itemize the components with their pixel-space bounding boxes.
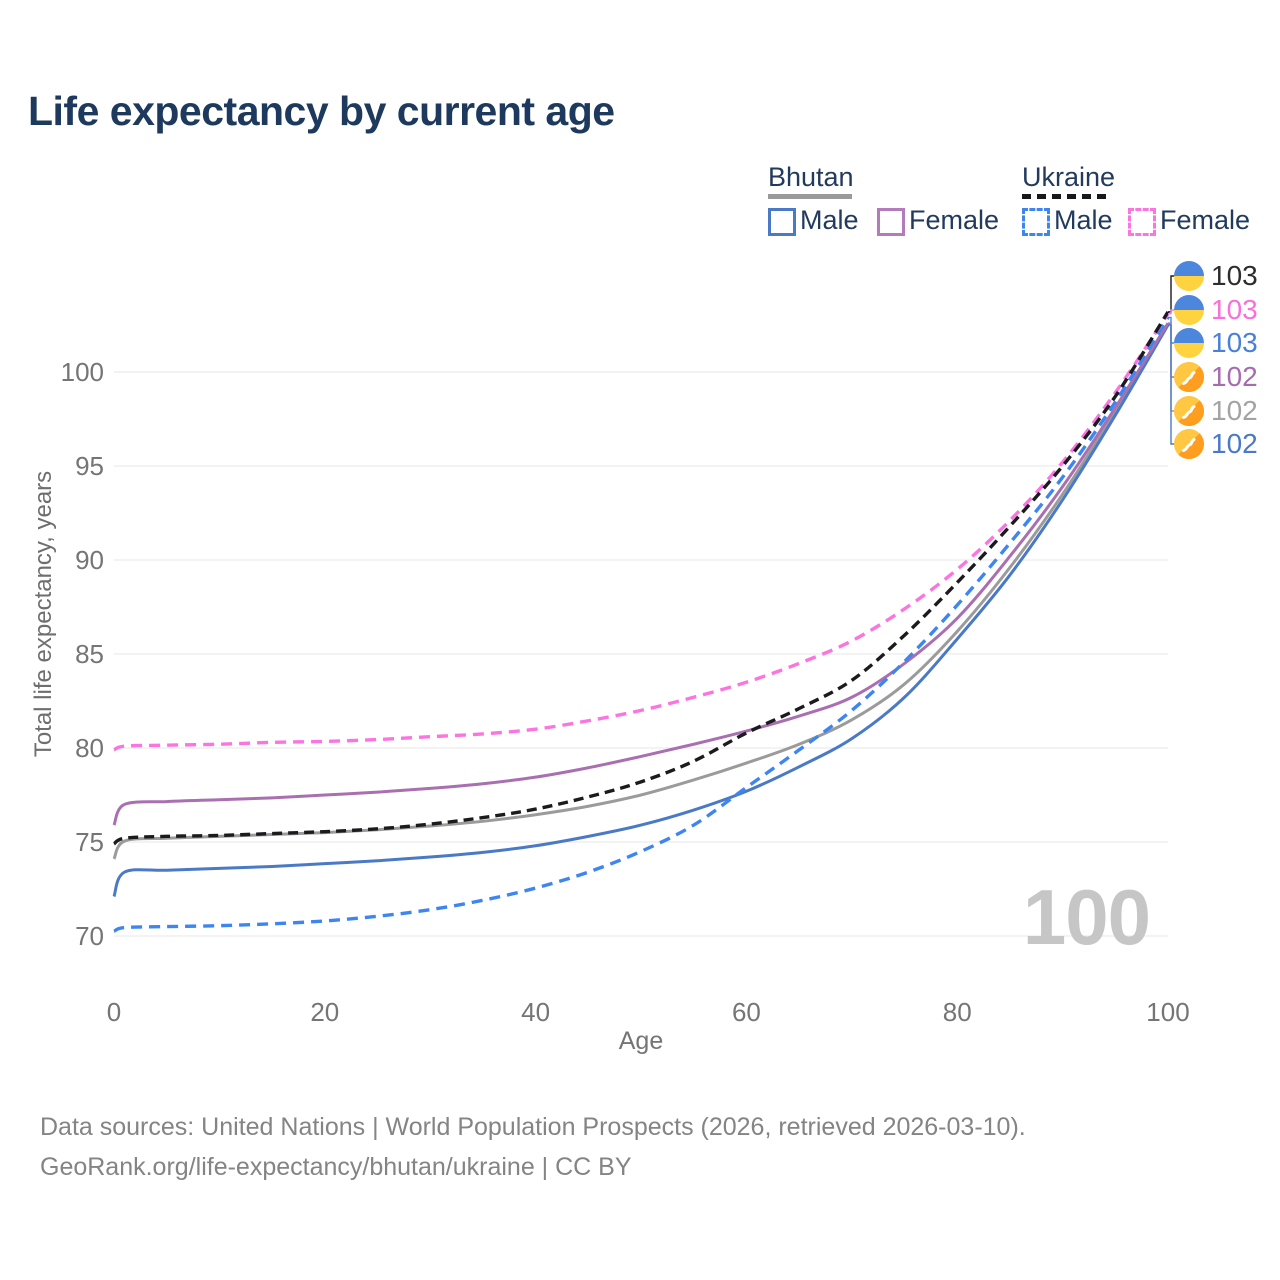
legend-label-ukraine-female[interactable]: Female	[1160, 205, 1251, 235]
legend-swatch-bhutan-male[interactable]	[768, 208, 796, 236]
leader-ukraine-female	[1168, 309, 1176, 315]
x-tick-label: 60	[732, 997, 761, 1027]
y-tick-label: 95	[75, 451, 104, 481]
x-axis-title: Age	[619, 1027, 663, 1055]
footer: Data sources: United Nations | World Pop…	[40, 1108, 1026, 1187]
legend-swatch-bhutan-female[interactable]	[877, 208, 905, 236]
end-label-bhutan-female: 102	[1174, 362, 1258, 392]
end-label-bhutan-total: 102	[1174, 396, 1258, 426]
y-axis-title: Total life expectancy, years	[30, 470, 57, 758]
line-ukraine-female	[113, 312, 1170, 752]
legend-swatch-ukraine-male[interactable]	[1022, 208, 1050, 236]
end-value-ukraine-female: 103	[1211, 294, 1258, 325]
legend-label-bhutan-female[interactable]: Female	[909, 205, 1000, 235]
legend-group-ukraine[interactable]: Ukraine	[1022, 162, 1116, 192]
legend-swatch-ukraine-female[interactable]	[1128, 208, 1156, 236]
legend-bhutan-line-swatch	[768, 194, 852, 199]
end-label-ukraine-total: 103	[1174, 261, 1258, 291]
end-label-ukraine-female: 103	[1174, 295, 1258, 325]
x-tick-label: 100	[1146, 997, 1189, 1027]
end-label-bhutan-male: 102	[1174, 429, 1258, 459]
leader-ukraine-total	[1168, 275, 1176, 313]
flag-bhutan-icon	[1174, 396, 1204, 426]
x-tick-label: 80	[943, 997, 972, 1027]
x-tick-label: 20	[310, 997, 339, 1027]
y-tick-label: 70	[75, 921, 104, 951]
legend-group-bhutan[interactable]: Bhutan	[768, 162, 854, 192]
y-tick-label: 80	[75, 733, 104, 763]
x-tick-label: 40	[521, 997, 550, 1027]
age-counter-watermark: 100	[1022, 873, 1151, 961]
footer-attribution: GeoRank.org/life-expectancy/bhutan/ukrai…	[40, 1152, 632, 1181]
leader-bhutan-male	[1168, 324, 1176, 445]
end-value-bhutan-male: 102	[1211, 428, 1258, 459]
flag-ukraine-icon	[1174, 295, 1204, 325]
y-tick-label: 90	[75, 545, 104, 575]
x-tick-label: 0	[107, 997, 121, 1027]
flag-bhutan-icon	[1174, 362, 1204, 392]
legend-label-bhutan-male[interactable]: Male	[800, 205, 859, 235]
y-tick-label: 85	[75, 639, 104, 669]
y-tick-label: 100	[61, 357, 104, 387]
end-value-bhutan-female: 102	[1211, 361, 1258, 392]
end-value-ukraine-male: 103	[1211, 327, 1258, 358]
flag-bhutan-icon	[1174, 429, 1204, 459]
legend-ukraine-line-swatch	[1022, 194, 1110, 199]
line-bhutan-male	[112, 324, 1170, 898]
page-title: Life expectancy by current age	[28, 88, 615, 134]
line-ukraine-total	[112, 310, 1170, 846]
end-value-bhutan-total: 102	[1211, 395, 1258, 426]
y-tick-label: 75	[75, 827, 104, 857]
footer-data-sources: Data sources: United Nations | World Pop…	[40, 1113, 1026, 1141]
end-label-ukraine-male: 103	[1174, 328, 1258, 358]
legend-label-ukraine-male[interactable]: Male	[1054, 205, 1113, 235]
flag-ukraine-icon	[1174, 261, 1204, 291]
line-bhutan-total	[112, 323, 1170, 860]
line-bhutan-female	[112, 322, 1170, 826]
end-value-ukraine-total: 103	[1211, 260, 1258, 291]
line-ukraine-male	[113, 316, 1170, 933]
flag-ukraine-icon	[1174, 328, 1204, 358]
